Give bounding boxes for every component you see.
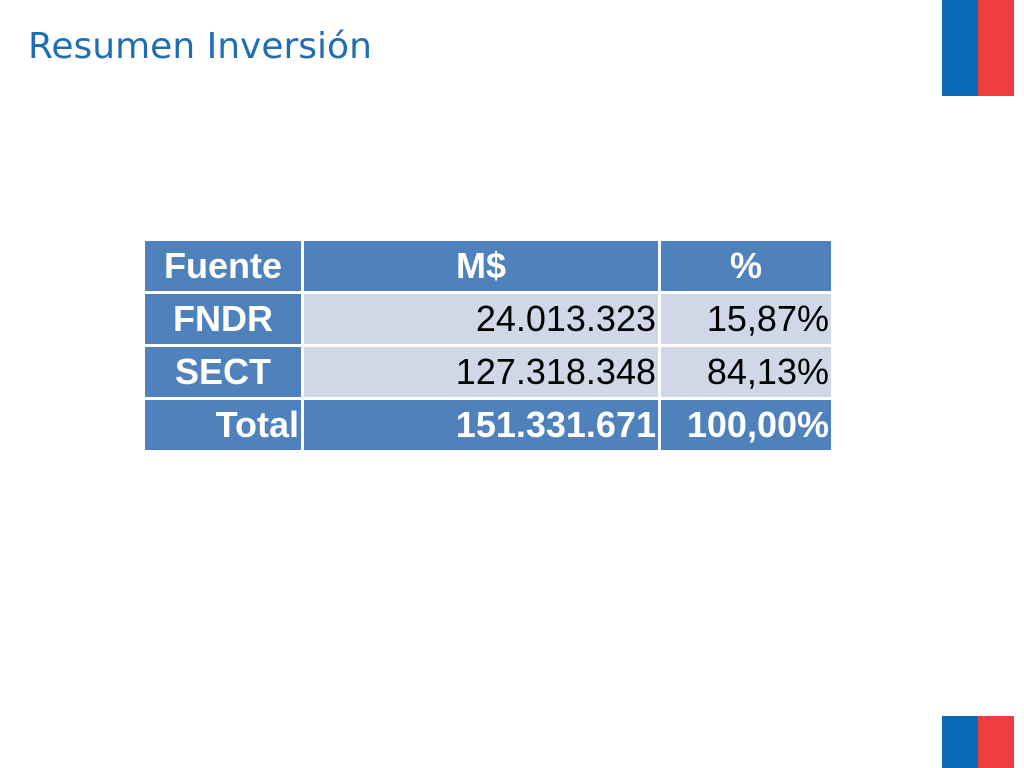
- cell: 84,13%: [658, 344, 834, 400]
- row: SECT 127.318.348 84,13%: [142, 344, 834, 400]
- cell: 15,87%: [658, 291, 834, 347]
- cell: SECT: [142, 344, 304, 400]
- cell: 127.318.348: [301, 344, 661, 400]
- cell: FNDR: [142, 291, 304, 347]
- flag-top: [942, 0, 1014, 96]
- cell: 24.013.323: [301, 291, 661, 347]
- title: Resumen Inversión: [28, 26, 372, 67]
- cell: 151.331.671: [301, 397, 661, 453]
- cell: Total: [142, 397, 304, 453]
- column-header: Fuente: [142, 238, 304, 294]
- column-header: M$: [301, 238, 661, 294]
- column-header: %: [658, 238, 834, 294]
- table: Fuente M$ % FNDR 24.013.323 15,87% SECT …: [142, 238, 834, 453]
- cell: 100,00%: [658, 397, 834, 453]
- row: FNDR 24.013.323 15,87%: [142, 291, 834, 347]
- total-row: Total 151.331.671 100,00%: [142, 397, 834, 453]
- header-row: Fuente M$ %: [142, 238, 834, 294]
- flag-bottom: [942, 716, 1014, 768]
